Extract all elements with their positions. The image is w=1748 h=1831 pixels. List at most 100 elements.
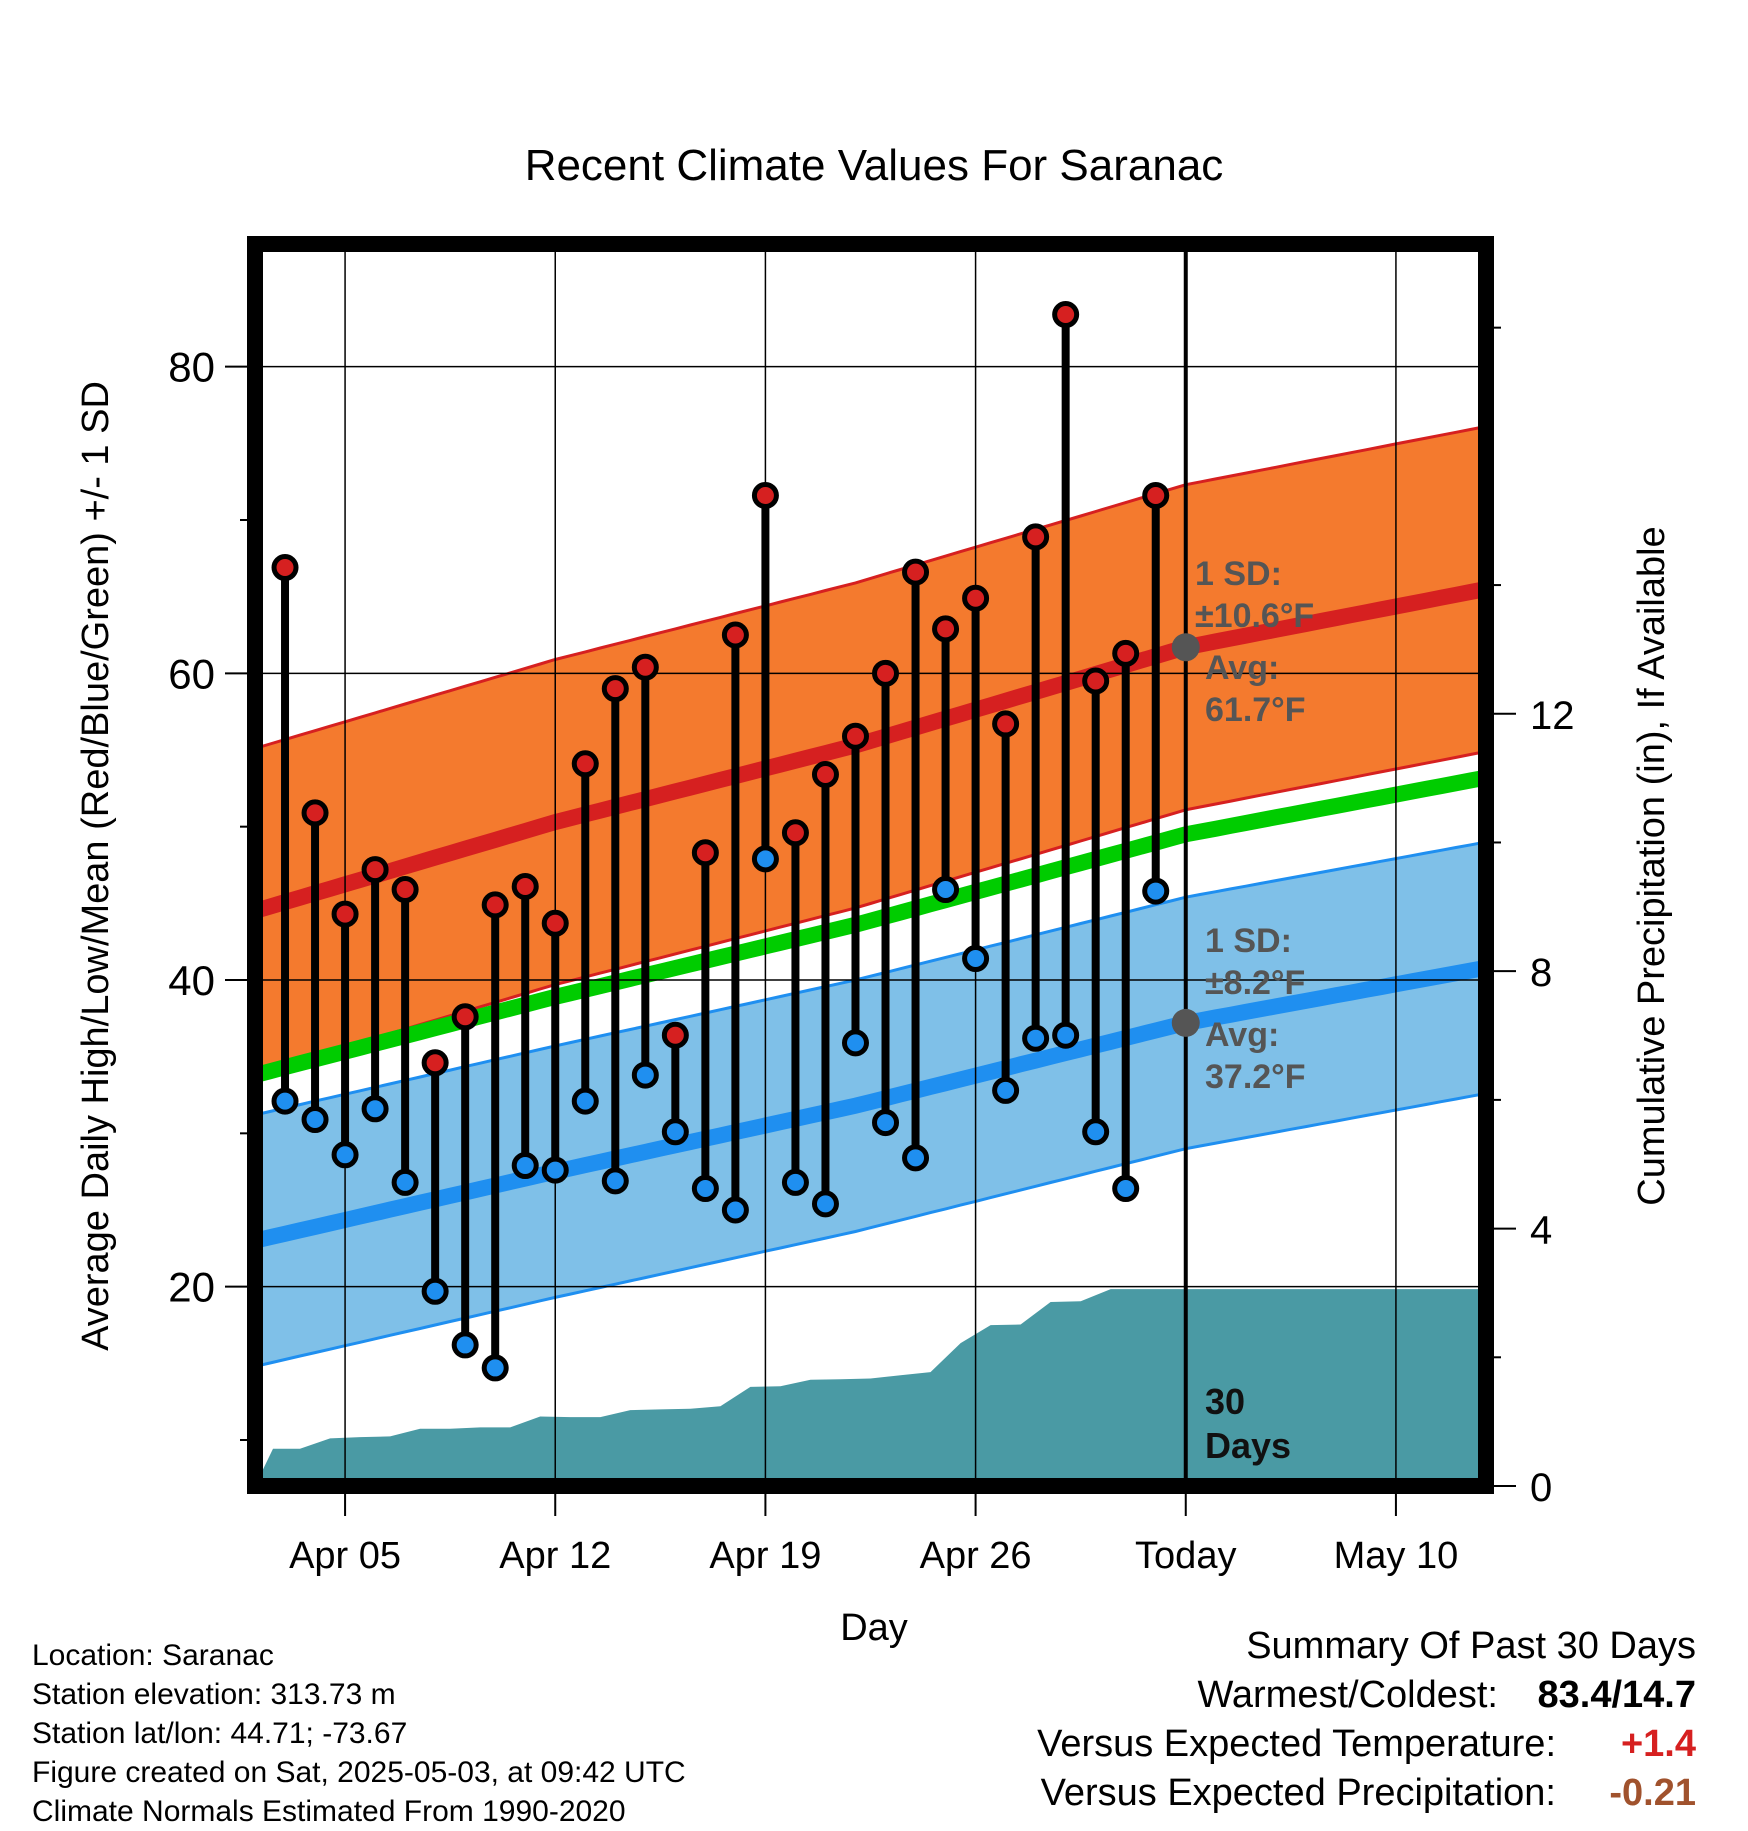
- low-temp-point: [331, 1141, 359, 1169]
- low-temp-point: [541, 1156, 569, 1184]
- normal-low-line: [255, 959, 1486, 1249]
- high-temp-point: [481, 891, 509, 919]
- high-temp-point: [1052, 301, 1080, 329]
- low-temp-point: [631, 1061, 659, 1089]
- latlon-text: Station lat/lon: 44.71; -73.67: [32, 1717, 408, 1750]
- low-temp-point: [661, 1118, 689, 1146]
- low-temp-point: [601, 1167, 629, 1195]
- chart-title: Recent Climate Values For Saranac: [525, 141, 1224, 190]
- high-avg-value: 61.7°F: [1205, 691, 1306, 729]
- warmest-label: Warmest/Coldest:: [1197, 1674, 1498, 1716]
- high-temp-point: [781, 819, 809, 847]
- high-temp-point: [751, 481, 779, 509]
- low-avg-marker: [1171, 1008, 1200, 1037]
- high-temp-point: [932, 615, 960, 643]
- summary-temp-row: Versus Expected Temperature: +1.4: [1037, 1720, 1696, 1769]
- annotations: 1 SD: ±10.6°F Avg: 61.7°F 1 SD: ±8.2°F A…: [1195, 555, 1314, 1466]
- high-temp-point: [841, 722, 869, 750]
- high-temp-point: [601, 675, 629, 703]
- y-right-tick-label: 8: [1530, 951, 1552, 995]
- x-tick-label: Apr 05: [289, 1535, 401, 1577]
- x-tick-label: Apr 19: [709, 1535, 821, 1577]
- y-right-tick-label: 12: [1530, 694, 1575, 738]
- low-temp-point: [361, 1095, 389, 1123]
- days-number: 30: [1205, 1381, 1245, 1422]
- daily-observations: [271, 301, 1170, 1382]
- high-temp-point: [421, 1049, 449, 1077]
- high-temp-point: [1082, 667, 1110, 695]
- low-temp-point: [841, 1029, 869, 1057]
- y-left-tick-label: 40: [168, 957, 215, 1004]
- x-axis-label: Day: [840, 1607, 908, 1649]
- low-sd-label: 1 SD:: [1205, 922, 1292, 960]
- low-avg-label: Avg:: [1205, 1016, 1279, 1054]
- summary-precip-row: Versus Expected Precipitation: -0.21: [1037, 1769, 1696, 1818]
- x-tick-label: Apr 26: [920, 1535, 1032, 1577]
- created-text: Figure created on Sat, 2025-05-03, at 09…: [32, 1756, 686, 1789]
- high-temp-point: [631, 653, 659, 681]
- low-temp-point: [811, 1190, 839, 1218]
- y-left-tick-label: 20: [168, 1264, 215, 1311]
- low-temp-point: [992, 1076, 1020, 1104]
- normals-text: Climate Normals Estimated From 1990-2020: [32, 1795, 626, 1828]
- low-temp-point: [1052, 1021, 1080, 1049]
- days-word: Days: [1205, 1425, 1291, 1466]
- high-temp-point: [541, 909, 569, 937]
- low-temp-point: [872, 1109, 900, 1137]
- high-temp-point: [361, 856, 389, 884]
- high-temp-point: [872, 659, 900, 687]
- low-temp-point: [721, 1196, 749, 1224]
- low-sd-lower-edge: [255, 1092, 1486, 1368]
- high-temp-point: [1112, 639, 1140, 667]
- warmest-value: 83.4/14.7: [1537, 1674, 1696, 1716]
- high-avg-marker: [1171, 633, 1200, 662]
- low-sd-upper-edge: [255, 840, 1486, 1117]
- x-tick-label: Today: [1135, 1535, 1236, 1577]
- high-temp-point: [962, 584, 990, 612]
- high-sd-band: [255, 426, 1486, 1074]
- y-right-tick-label: 4: [1530, 1209, 1552, 1253]
- low-temp-point: [571, 1087, 599, 1115]
- high-temp-point: [691, 839, 719, 867]
- plot-area: 20 40 60 80 0 4 8 12 Apr 05 Apr 12 Apr 19 Apr 26 Tod…: [168, 236, 1575, 1577]
- low-temp-point: [511, 1152, 539, 1180]
- low-temp-point: [1112, 1175, 1140, 1203]
- summary-heading: Summary Of Past 30 Days: [1246, 1625, 1696, 1667]
- high-temp-point: [451, 1003, 479, 1031]
- temp-anomaly-value: +1.4: [1620, 1723, 1696, 1765]
- low-temp-point: [301, 1106, 329, 1134]
- elevation-text: Station elevation: 313.73 m: [32, 1678, 396, 1711]
- normal-high-line: [255, 581, 1486, 919]
- high-sd-label: 1 SD:: [1195, 555, 1282, 593]
- low-temp-point: [932, 876, 960, 904]
- high-temp-point: [301, 799, 329, 827]
- high-temp-point: [511, 872, 539, 900]
- high-temp-point: [271, 554, 299, 582]
- high-sd-upper-edge: [255, 425, 1486, 750]
- plot-frame: [247, 236, 1494, 1494]
- low-temp-point: [421, 1277, 449, 1305]
- y-left-tick-label: 80: [168, 344, 215, 391]
- low-temp-point: [1022, 1024, 1050, 1052]
- high-temp-point: [1022, 523, 1050, 551]
- high-sd-value: ±10.6°F: [1195, 597, 1314, 635]
- low-temp-point: [751, 845, 779, 873]
- low-temp-point: [781, 1168, 809, 1196]
- low-temp-point: [481, 1354, 509, 1382]
- low-temp-point: [902, 1144, 930, 1172]
- x-tick-label: May 10: [1334, 1535, 1459, 1577]
- location-text: Location: Saranac: [32, 1639, 274, 1672]
- low-temp-point: [391, 1168, 419, 1196]
- high-temp-point: [331, 900, 359, 928]
- low-temp-point: [451, 1331, 479, 1359]
- high-temp-point: [811, 761, 839, 789]
- low-avg-value: 37.2°F: [1205, 1058, 1306, 1096]
- summary-warmest-row: Warmest/Coldest: 83.4/14.7: [1037, 1671, 1696, 1720]
- station-info: Location: Saranac Station elevation: 313…: [32, 1636, 686, 1831]
- low-temp-point: [691, 1175, 719, 1203]
- high-temp-point: [661, 1021, 689, 1049]
- y-right-tick-label: 0: [1530, 1466, 1552, 1510]
- low-temp-point: [271, 1087, 299, 1115]
- precip-area: [255, 1289, 1486, 1486]
